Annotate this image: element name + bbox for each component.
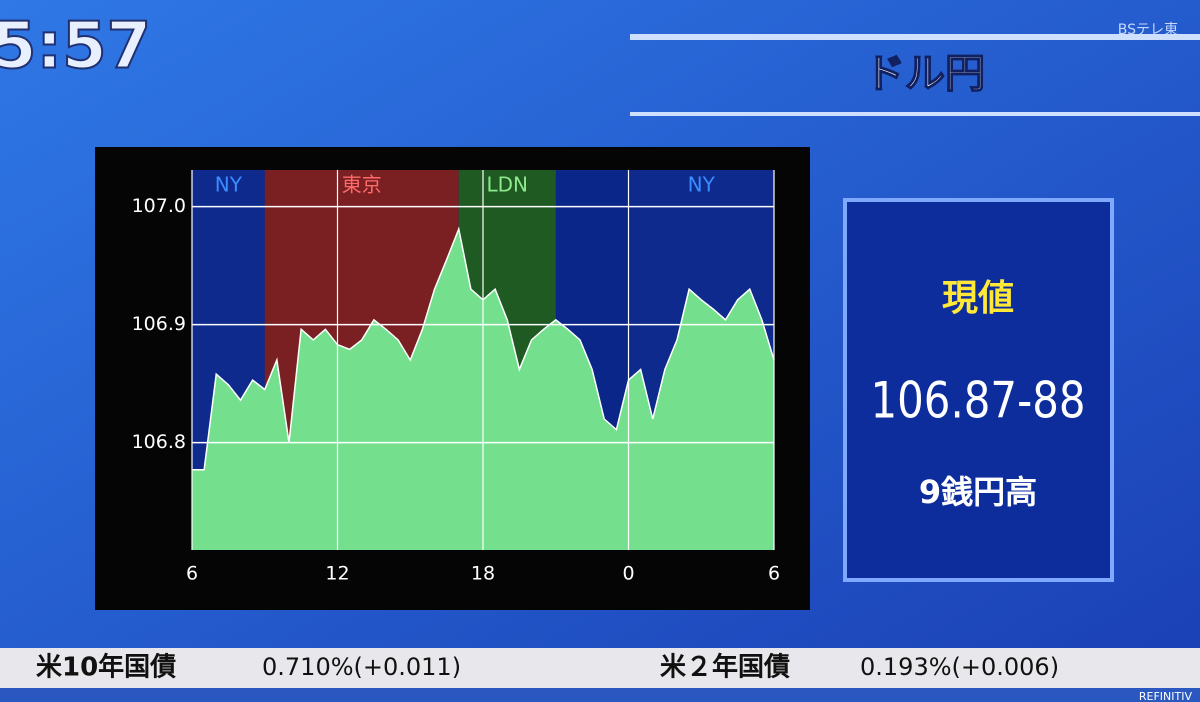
source: REFINITIV (1139, 690, 1193, 702)
panel-heading: 現値 (942, 278, 1014, 319)
session-label: NY (215, 173, 243, 197)
quote-value: 106.87-88 (871, 372, 1086, 430)
y-tick-label: 107.0 (132, 195, 186, 217)
clock: 5:57 (0, 10, 151, 84)
y-tick-label: 106.8 (132, 431, 186, 453)
session-label: NY (688, 173, 716, 197)
session-label: LDN (486, 173, 528, 197)
session-label: 東京 (342, 173, 382, 197)
ticker-foot (0, 688, 1200, 702)
x-tick-label: 6 (768, 563, 780, 585)
quote-panel (843, 198, 1114, 582)
ticker-name: 米10年国債 (36, 652, 176, 683)
ticker-bar (0, 648, 1200, 688)
quote-change: 9銭円高 (919, 473, 1037, 511)
x-tick-label: 6 (186, 563, 198, 585)
x-tick-label: 12 (325, 563, 349, 585)
x-tick-label: 18 (471, 563, 495, 585)
ticker-name: 米２年国債 (660, 652, 790, 683)
ticker-value: 0.193%(+0.006) (860, 653, 1059, 681)
y-tick-label: 106.9 (132, 313, 186, 335)
ticker-value: 0.710%(+0.011) (262, 653, 461, 681)
header-rule (630, 34, 1200, 40)
x-tick-label: 0 (622, 563, 634, 585)
page-title: ドル円 (865, 51, 985, 97)
channel-logo: BSテレ東 (1118, 22, 1178, 38)
header-rule (630, 112, 1200, 116)
